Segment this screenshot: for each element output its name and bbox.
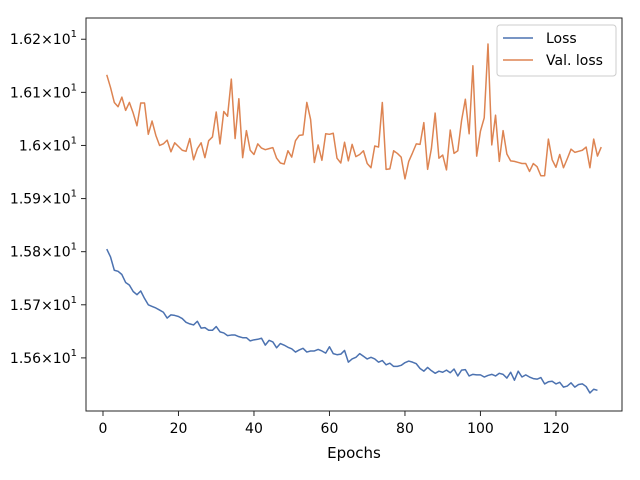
- y-tick-label: 1.57×101: [10, 295, 77, 314]
- y-tick-label: 1.59×101: [10, 189, 77, 208]
- y-tick-label: 1.56×101: [10, 348, 77, 367]
- series-line-loss: [106, 248, 598, 394]
- axes-frame: [85, 17, 623, 412]
- y-tick-label: 1.6×101: [19, 135, 77, 154]
- series-layer: [106, 43, 602, 394]
- y-tick-label: 1.62×101: [10, 29, 77, 48]
- x-tick-label: 120: [543, 421, 570, 437]
- x-axis-label: Epochs: [327, 444, 381, 462]
- legend-label: Loss: [546, 31, 577, 47]
- x-tick-label: 100: [467, 421, 494, 437]
- x-tick-label: 80: [396, 421, 414, 437]
- x-tick-label: 40: [245, 421, 263, 437]
- x-tick-label: 20: [170, 421, 188, 437]
- series-line-val-loss: [106, 43, 602, 180]
- y-axis: 1.56×101 1.57×101 1.58×101 1.59×101 1.6×101 1…: [10, 29, 86, 367]
- x-tick-label: 60: [321, 421, 339, 437]
- x-tick-label: 0: [99, 421, 108, 437]
- y-tick-label: 1.58×101: [10, 242, 77, 261]
- x-axis: 0 20 40 60 80 100 120: [99, 411, 570, 437]
- plot-area: [85, 17, 623, 412]
- legend: Loss Val. loss: [496, 24, 617, 77]
- y-tick-label: 1.61×101: [10, 82, 77, 101]
- legend-label: Val. loss: [546, 53, 603, 69]
